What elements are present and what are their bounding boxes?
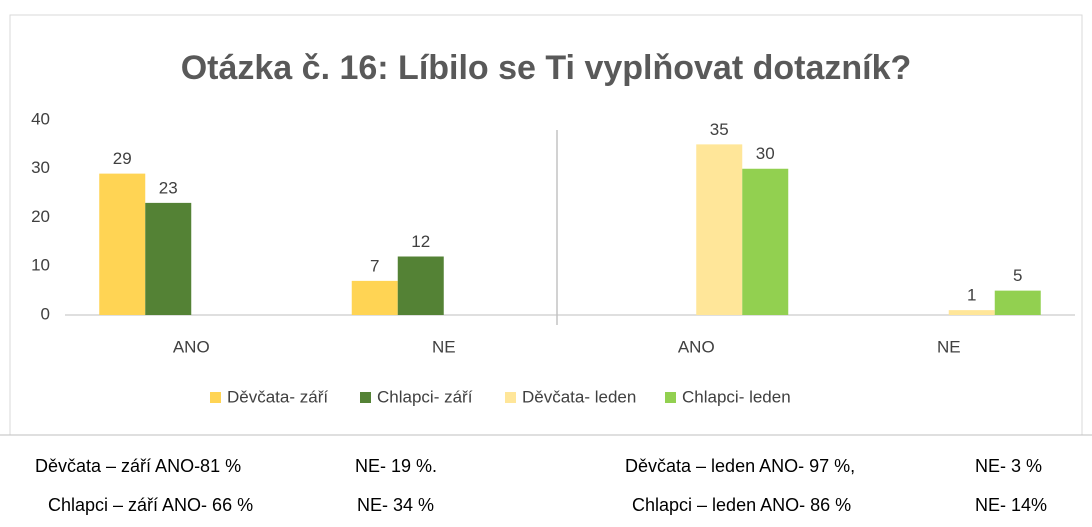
bar bbox=[99, 173, 146, 315]
y-tick-label: 30 bbox=[31, 158, 50, 177]
y-tick-label: 40 bbox=[31, 109, 50, 128]
table-cell: Chlapci – leden ANO- 86 % bbox=[632, 495, 851, 515]
y-tick-label: 10 bbox=[31, 256, 50, 275]
legend-label: Děvčata- září bbox=[227, 387, 328, 406]
legend-swatch bbox=[210, 392, 221, 403]
data-label: 23 bbox=[159, 178, 178, 197]
bar bbox=[351, 280, 398, 315]
data-label: 5 bbox=[1013, 266, 1022, 285]
legend-swatch bbox=[360, 392, 371, 403]
bar bbox=[948, 310, 995, 315]
data-label: 7 bbox=[370, 256, 379, 275]
x-tick-label: NE bbox=[937, 337, 961, 356]
x-tick-label: NE bbox=[432, 337, 456, 356]
table-cell: Chlapci – září ANO- 66 % bbox=[48, 495, 253, 515]
data-label: 1 bbox=[967, 286, 976, 305]
x-tick-label: ANO bbox=[678, 337, 715, 356]
x-tick-label: ANO bbox=[173, 337, 210, 356]
table-cell: NE- 34 % bbox=[357, 495, 434, 515]
data-label: 30 bbox=[756, 144, 775, 163]
table-cell: NE- 3 % bbox=[975, 456, 1042, 476]
legend-swatch bbox=[505, 392, 516, 403]
legend-label: Chlapci- leden bbox=[682, 387, 791, 406]
table-cell: Děvčata – září ANO-81 % bbox=[35, 456, 241, 476]
y-tick-label: 20 bbox=[31, 207, 50, 226]
table-cell: NE- 14% bbox=[975, 495, 1047, 515]
chart-title: Otázka č. 16: Líbilo se Ti vyplňovat dot… bbox=[181, 49, 912, 87]
legend-label: Chlapci- září bbox=[377, 387, 473, 406]
y-tick-label: 0 bbox=[41, 304, 50, 323]
bar bbox=[696, 144, 743, 315]
bar bbox=[994, 290, 1041, 315]
bar bbox=[742, 168, 789, 315]
data-label: 29 bbox=[113, 149, 132, 168]
legend-swatch bbox=[665, 392, 676, 403]
table-cell: Děvčata – leden ANO- 97 %, bbox=[625, 456, 855, 476]
legend-label: Děvčata- leden bbox=[522, 387, 636, 406]
data-label: 35 bbox=[710, 120, 729, 139]
bar bbox=[145, 202, 192, 315]
bar bbox=[397, 256, 444, 315]
data-label: 12 bbox=[411, 232, 430, 251]
table-cell: NE- 19 %. bbox=[355, 456, 437, 476]
